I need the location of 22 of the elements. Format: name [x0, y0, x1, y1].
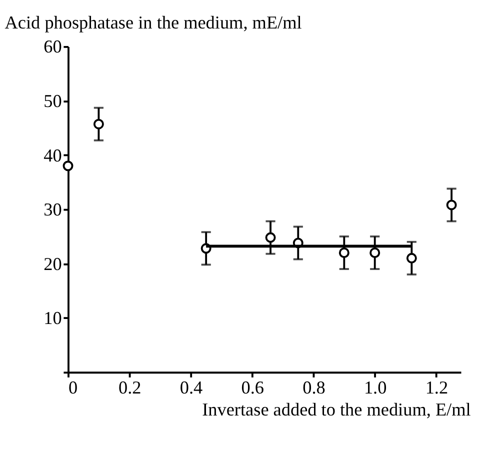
x-tick-label: 0.2 [118, 378, 142, 398]
y-tick-label: 30 [44, 200, 62, 220]
y-tick-label: 20 [44, 254, 62, 274]
point [265, 232, 276, 243]
y-tick-label: 60 [44, 36, 62, 57]
point [62, 160, 74, 172]
point [446, 200, 457, 210]
x-tick-label: 0.8 [302, 378, 326, 398]
x-tick-label: 1.2 [425, 378, 448, 398]
y-tick-label: 40 [44, 145, 62, 166]
y-tick-label: 50 [44, 90, 62, 111]
y-tick-label: 10 [44, 308, 62, 328]
point [93, 118, 104, 130]
x-tick-label: 0.6 [241, 378, 264, 398]
point [338, 248, 350, 258]
x-axis-title: Invertase added to the medium, E/ml [202, 400, 471, 420]
x-tick-label: 0 [68, 378, 78, 398]
point [370, 248, 380, 258]
x-tick-label: 1.0 [364, 378, 387, 398]
x-tick-label: 0.4 [180, 378, 203, 398]
point [406, 252, 417, 264]
chart-title: Acid phosphatase in the medium, mE/ml [4, 12, 302, 32]
